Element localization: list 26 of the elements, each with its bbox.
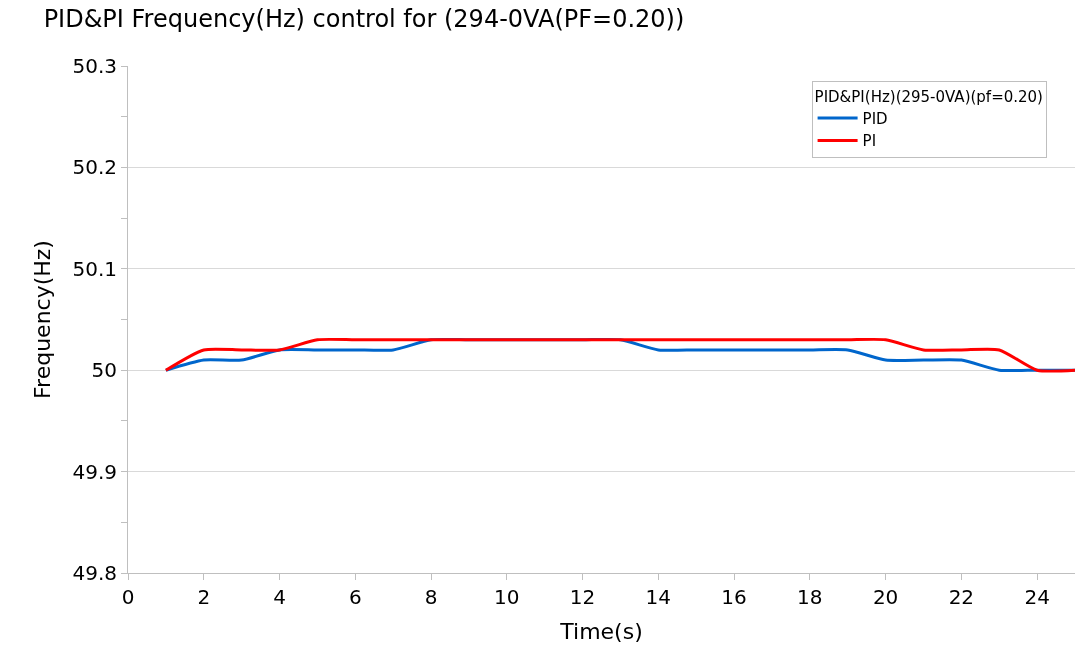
y-tick-label: 50.3	[72, 54, 117, 78]
y-tick-label: 49.8	[72, 561, 117, 585]
line-series	[164, 337, 1075, 373]
y-tick-label: 49.9	[72, 459, 117, 484]
x-tick-label: 14	[645, 585, 672, 609]
chart-title: PID&PI Frequency(Hz) control for (294-0VA(PF=0.20))	[43, 4, 685, 33]
x-tick-label: 22	[948, 585, 975, 609]
x-tick-label: 18	[797, 585, 823, 609]
x-axis-title: Time(s)	[559, 618, 643, 644]
legend-label: PID	[862, 109, 888, 128]
legend-label: PI	[862, 132, 877, 151]
y-axis-title: Frequency(Hz)	[30, 240, 56, 399]
y-tick-label: 50	[91, 358, 117, 383]
x-tick-label: 16	[721, 585, 747, 609]
x-tick-label: 24	[1024, 585, 1050, 609]
x-tick-label: 2	[197, 585, 211, 609]
x-tick-label: 0	[121, 585, 135, 609]
x-tick-label: 20	[872, 585, 899, 609]
legend-title: PID&PI(Hz)(295-0VA)(pf=0.20)	[814, 87, 1043, 106]
x-tick-label: 12	[569, 585, 596, 609]
x-tick-label: 4	[273, 585, 286, 609]
y-tick-label: 50.1	[72, 256, 117, 281]
x-tick-label: 6	[348, 585, 362, 609]
x-tick-label: 8	[424, 585, 438, 609]
x-tick-label: 10	[494, 585, 520, 609]
y-tick-label: 50.2	[72, 155, 117, 180]
